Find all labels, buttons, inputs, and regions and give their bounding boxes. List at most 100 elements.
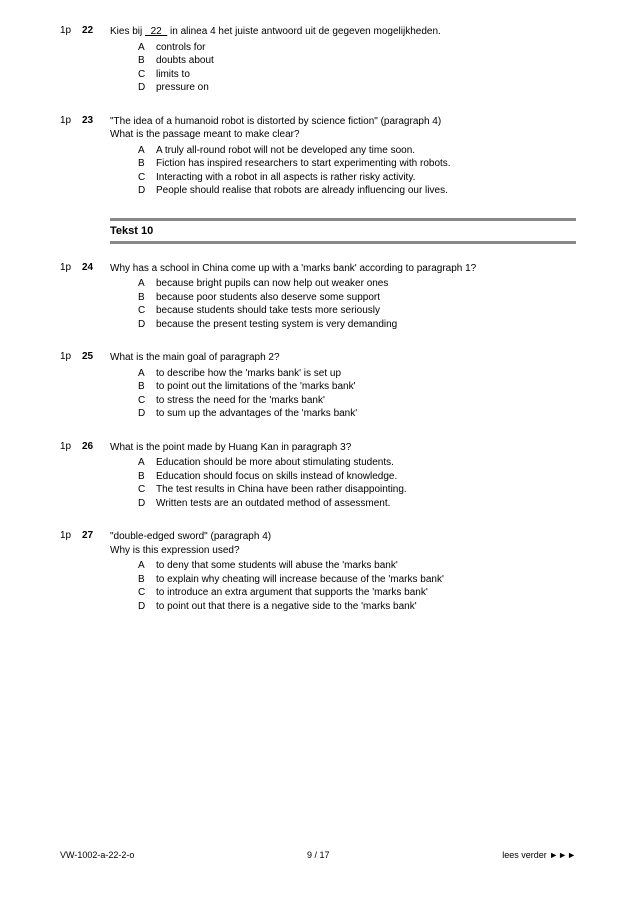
question: 1p 23 "The idea of a humanoid robot is d… — [60, 115, 576, 198]
option: A because bright pupils can now help out… — [110, 277, 576, 291]
question-body: Kies bij 22 in alinea 4 het juiste antwo… — [110, 25, 576, 95]
option: B to explain why cheating will increase … — [110, 573, 576, 587]
question-number: 26 — [82, 441, 110, 511]
question-body: Why has a school in China come up with a… — [110, 262, 576, 332]
option-letter: C — [138, 304, 156, 318]
option-text: to describe how the 'marks bank' is set … — [156, 367, 341, 381]
option-text: Education should focus on skills instead… — [156, 470, 397, 484]
option-letter: B — [138, 291, 156, 305]
option: D to sum up the advantages of the 'marks… — [110, 407, 576, 421]
option: A to deny that some students will abuse … — [110, 559, 576, 573]
option-letter: A — [138, 41, 156, 55]
option-text: to deny that some students will abuse th… — [156, 559, 398, 573]
option-letter: A — [138, 367, 156, 381]
option-letter: D — [138, 497, 156, 511]
option: C Interacting with a robot in all aspect… — [110, 171, 576, 185]
option: B Fiction has inspired researchers to st… — [110, 157, 576, 171]
option: A controls for — [110, 41, 576, 55]
question-marker: 1p — [60, 351, 82, 421]
option-letter: B — [138, 573, 156, 587]
option-letter: B — [138, 470, 156, 484]
question-marker: 1p — [60, 530, 82, 613]
option-text: to stress the need for the 'marks bank' — [156, 394, 325, 408]
question: 1p 27 "double-edged sword" (paragraph 4)… — [60, 530, 576, 613]
option: C limits to — [110, 68, 576, 82]
option-letter: C — [138, 171, 156, 185]
footer-right: lees verder ►►► — [502, 850, 576, 860]
question-prompt: What is the point made by Huang Kan in p… — [110, 441, 576, 455]
question-prompt: Kies bij 22 in alinea 4 het juiste antwo… — [110, 25, 576, 39]
option-text: Interacting with a robot in all aspects … — [156, 171, 415, 185]
option-letter: C — [138, 483, 156, 497]
option-text: The test results in China have been rath… — [156, 483, 407, 497]
option: C to introduce an extra argument that su… — [110, 586, 576, 600]
option: C The test results in China have been ra… — [110, 483, 576, 497]
option-text: because poor students also deserve some … — [156, 291, 380, 305]
question-body: What is the point made by Huang Kan in p… — [110, 441, 576, 511]
option: C because students should take tests mor… — [110, 304, 576, 318]
question-marker: 1p — [60, 25, 82, 95]
question-number: 25 — [82, 351, 110, 421]
option-letter: C — [138, 394, 156, 408]
option-letter: D — [138, 600, 156, 614]
footer-left: VW-1002-a-22-2-o — [60, 850, 134, 860]
option-letter: D — [138, 184, 156, 198]
option: D Written tests are an outdated method o… — [110, 497, 576, 511]
option-text: to explain why cheating will increase be… — [156, 573, 444, 587]
option-text: Education should be more about stimulati… — [156, 456, 394, 470]
question: 1p 22 Kies bij 22 in alinea 4 het juiste… — [60, 25, 576, 95]
option-text: because the present testing system is ve… — [156, 318, 397, 332]
question-marker: 1p — [60, 262, 82, 332]
option: D because the present testing system is … — [110, 318, 576, 332]
option-text: doubts about — [156, 54, 214, 68]
question-number: 23 — [82, 115, 110, 198]
option-text: because bright pupils can now help out w… — [156, 277, 388, 291]
option-text: to sum up the advantages of the 'marks b… — [156, 407, 357, 421]
question: 1p 26 What is the point made by Huang Ka… — [60, 441, 576, 511]
option-text: People should realise that robots are al… — [156, 184, 448, 198]
question-number: 24 — [82, 262, 110, 332]
question-marker: 1p — [60, 115, 82, 198]
option-text: to point out the limitations of the 'mar… — [156, 380, 355, 394]
option-text: to introduce an extra argument that supp… — [156, 586, 428, 600]
option-letter: A — [138, 277, 156, 291]
option-letter: A — [138, 559, 156, 573]
option-text: controls for — [156, 41, 205, 55]
option: B doubts about — [110, 54, 576, 68]
question-number: 22 — [82, 25, 110, 95]
option: D People should realise that robots are … — [110, 184, 576, 198]
option: A Education should be more about stimula… — [110, 456, 576, 470]
question: 1p 24 Why has a school in China come up … — [60, 262, 576, 332]
option-text: pressure on — [156, 81, 209, 95]
question-body: "The idea of a humanoid robot is distort… — [110, 115, 576, 198]
question-number: 27 — [82, 530, 110, 613]
option-letter: B — [138, 54, 156, 68]
question-prompt: What is the main goal of paragraph 2? — [110, 351, 576, 365]
option: C to stress the need for the 'marks bank… — [110, 394, 576, 408]
question: 1p 25 What is the main goal of paragraph… — [60, 351, 576, 421]
option-letter: B — [138, 380, 156, 394]
option-letter: B — [138, 157, 156, 171]
option-letter: A — [138, 456, 156, 470]
question-marker: 1p — [60, 441, 82, 511]
option: D pressure on — [110, 81, 576, 95]
option: D to point out that there is a negative … — [110, 600, 576, 614]
option-letter: D — [138, 318, 156, 332]
question-body: What is the main goal of paragraph 2? A … — [110, 351, 576, 421]
footer-center: 9 / 17 — [307, 850, 330, 860]
option-text: because students should take tests more … — [156, 304, 380, 318]
option-text: Written tests are an outdated method of … — [156, 497, 390, 511]
option-letter: C — [138, 68, 156, 82]
option: B to point out the limitations of the 'm… — [110, 380, 576, 394]
option-text: Fiction has inspired researchers to star… — [156, 157, 451, 171]
option: B Education should focus on skills inste… — [110, 470, 576, 484]
option-letter: A — [138, 144, 156, 158]
option-letter: C — [138, 586, 156, 600]
option-letter: D — [138, 407, 156, 421]
question-prompt: "double-edged sword" (paragraph 4)Why is… — [110, 530, 576, 557]
question-prompt: Why has a school in China come up with a… — [110, 262, 576, 276]
question-prompt: "The idea of a humanoid robot is distort… — [110, 115, 576, 142]
question-body: "double-edged sword" (paragraph 4)Why is… — [110, 530, 576, 613]
option-text: to point out that there is a negative si… — [156, 600, 417, 614]
option: A A truly all-round robot will not be de… — [110, 144, 576, 158]
